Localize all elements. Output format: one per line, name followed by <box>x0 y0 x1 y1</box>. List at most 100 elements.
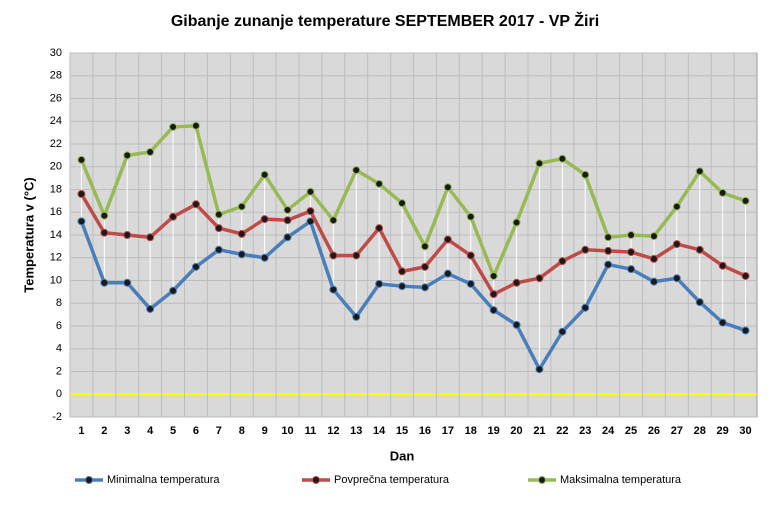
data-point <box>398 267 407 276</box>
data-point <box>604 260 613 269</box>
data-point <box>329 216 338 225</box>
data-point <box>146 147 155 156</box>
data-point <box>169 286 178 295</box>
x-tick-label: 4 <box>147 425 154 437</box>
data-point <box>260 215 269 224</box>
series-line <box>79 218 747 373</box>
y-tick-label: 14 <box>50 229 62 241</box>
data-point <box>420 262 429 271</box>
data-point <box>649 232 658 241</box>
data-point <box>443 269 452 278</box>
y-tick-label: 30 <box>50 47 62 59</box>
data-point <box>77 217 86 226</box>
legend-marker <box>85 476 93 484</box>
data-point <box>581 303 590 312</box>
data-point <box>191 262 200 271</box>
data-point <box>398 282 407 291</box>
data-point <box>741 271 750 280</box>
y-axis-label: Temperatura v (°C) <box>21 177 36 292</box>
data-point <box>604 233 613 242</box>
y-tick-label: 28 <box>50 70 62 82</box>
data-point <box>77 190 86 199</box>
data-point <box>627 231 636 239</box>
data-point <box>535 159 544 168</box>
y-tick-label: 20 <box>50 161 62 173</box>
data-point <box>146 304 155 313</box>
data-point <box>512 218 521 227</box>
data-point <box>581 170 590 179</box>
x-tick-label: 13 <box>350 425 362 437</box>
x-tick-label: 3 <box>124 425 130 437</box>
data-point <box>375 179 384 188</box>
data-point <box>214 224 223 233</box>
data-point <box>283 233 292 242</box>
x-tick-label: 19 <box>488 425 500 437</box>
x-tick-label: 1 <box>78 425 84 437</box>
data-point <box>77 155 86 164</box>
y-tick-label: 2 <box>56 365 62 377</box>
data-point <box>535 274 544 283</box>
data-point <box>558 154 567 163</box>
data-point <box>283 205 292 214</box>
data-point <box>306 207 315 216</box>
y-tick-label: 8 <box>56 297 62 309</box>
data-point <box>695 245 704 254</box>
x-tick-label: 7 <box>216 425 222 437</box>
data-point <box>306 187 315 196</box>
x-tick-label: 18 <box>465 425 477 437</box>
y-tick-label: 6 <box>56 320 62 332</box>
data-point <box>741 196 750 205</box>
data-point <box>535 365 544 374</box>
y-tick-label: 10 <box>50 274 62 286</box>
data-point <box>352 166 361 175</box>
legend-marker <box>312 476 320 484</box>
y-tick-label: 26 <box>50 92 62 104</box>
data-point <box>329 251 338 260</box>
data-point <box>375 279 384 288</box>
data-point <box>581 245 590 254</box>
y-tick-label: 18 <box>50 183 62 195</box>
data-point <box>649 254 658 263</box>
x-tick-label: 27 <box>671 425 683 437</box>
data-point <box>649 277 658 286</box>
x-tick-label: 30 <box>739 425 751 437</box>
x-tick-label: 11 <box>305 425 317 437</box>
y-tick-label: -2 <box>52 411 62 423</box>
data-point <box>695 298 704 307</box>
data-point <box>718 261 727 270</box>
x-tick-label: 17 <box>442 425 454 437</box>
x-tick-label: 8 <box>239 425 245 437</box>
y-tick-label: 12 <box>50 252 62 264</box>
legend-label: Minimalna temperatura <box>107 474 220 486</box>
x-tick-label: 28 <box>694 425 706 437</box>
data-point <box>100 228 109 237</box>
data-point <box>489 290 498 299</box>
y-tick-label: 16 <box>50 206 62 218</box>
data-point <box>443 235 452 244</box>
y-tick-label: 22 <box>50 138 62 150</box>
data-point <box>375 224 384 233</box>
x-axis-label: Dan <box>390 448 415 463</box>
data-point <box>604 246 613 255</box>
data-point <box>100 211 109 220</box>
x-tick-label: 2 <box>101 425 107 437</box>
data-point <box>146 233 155 242</box>
x-tick-label: 21 <box>533 425 545 437</box>
x-tick-label: 25 <box>625 425 637 437</box>
x-tick-label: 10 <box>281 425 293 437</box>
data-point <box>627 248 636 257</box>
data-point <box>718 318 727 327</box>
data-point <box>123 151 132 160</box>
x-tick-label: 5 <box>170 425 176 437</box>
data-point <box>191 200 200 209</box>
data-point <box>237 250 246 259</box>
data-point <box>260 170 269 179</box>
x-tick-label: 9 <box>262 425 268 437</box>
x-tick-label: 26 <box>648 425 660 437</box>
data-point <box>512 278 521 287</box>
data-point <box>512 320 521 329</box>
data-point <box>672 240 681 249</box>
x-tick-label: 23 <box>579 425 591 437</box>
data-point <box>123 231 132 239</box>
